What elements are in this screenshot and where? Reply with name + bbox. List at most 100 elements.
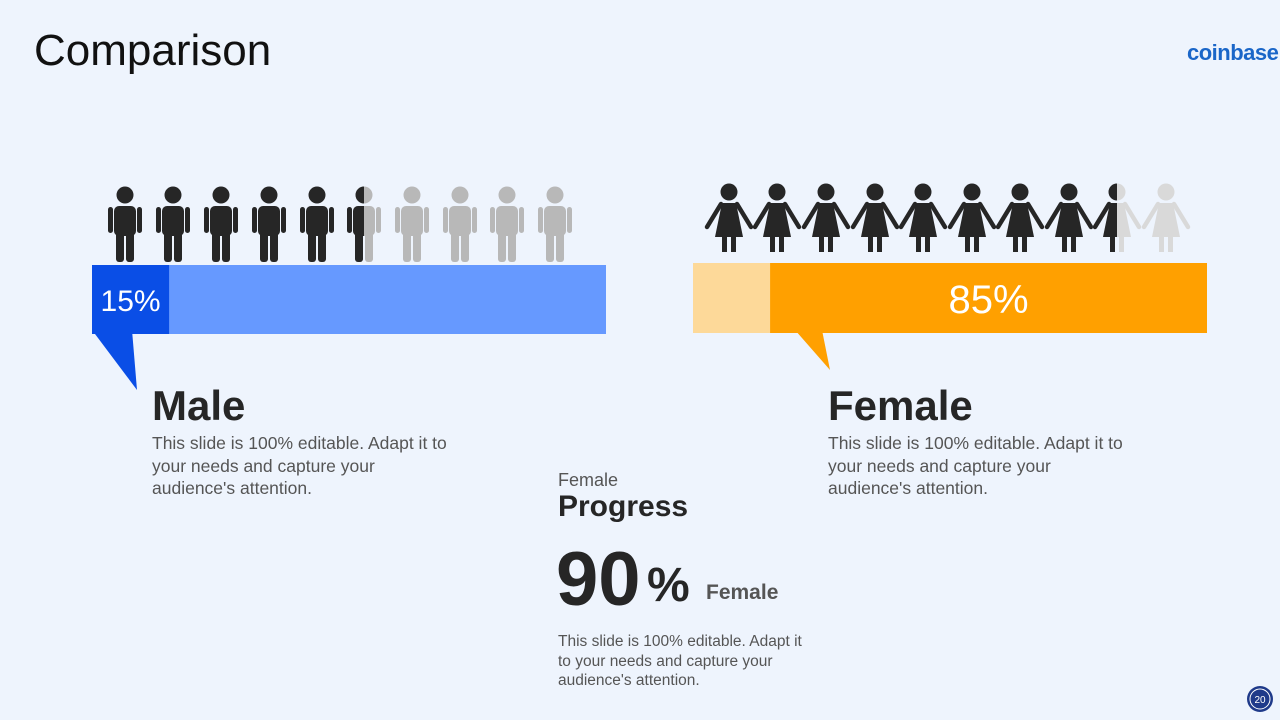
icon-arm: [704, 201, 724, 230]
icon-leg: [828, 235, 833, 252]
icon-arm: [281, 207, 286, 233]
icon-head: [212, 186, 230, 204]
icon-leg: [413, 232, 421, 262]
person-icon: [947, 183, 997, 252]
icon-arm: [424, 207, 429, 233]
icon-head: [260, 186, 278, 204]
progress-text: This slide is 100% editable. Adapt it to…: [558, 633, 802, 689]
icon-body: [401, 206, 423, 236]
icon-head: [817, 183, 835, 201]
icon-body: [544, 206, 566, 236]
icon-arm: [782, 201, 802, 230]
icon-arm: [376, 207, 381, 233]
icon-leg: [1110, 235, 1115, 252]
person-icon: [443, 186, 477, 262]
icon-leg: [126, 232, 134, 262]
progress-label: Female: [706, 581, 779, 604]
icon-head: [768, 183, 786, 201]
icon-arm: [156, 207, 161, 233]
icon-arm: [204, 207, 209, 233]
icon-arm: [137, 207, 142, 233]
icon-leg: [974, 235, 979, 252]
icon-arm: [252, 207, 257, 233]
icon-arm: [108, 207, 113, 233]
icon-arm: [1141, 201, 1161, 230]
panel-text: This slide is 100% editable. Adapt it to…: [828, 433, 1123, 498]
icon-leg: [546, 232, 554, 262]
icon-body: [258, 206, 280, 236]
icon-leg: [451, 232, 459, 262]
icon-arm: [947, 201, 967, 230]
icon-arm: [995, 201, 1015, 230]
bar: [770, 263, 1207, 333]
icon-arm: [898, 201, 918, 230]
person-icon: [1044, 183, 1094, 252]
icon-leg: [498, 232, 506, 262]
icon-body: [162, 206, 184, 236]
icon-head: [308, 186, 326, 204]
panel-title: Female: [828, 382, 973, 429]
icon-head: [451, 186, 469, 204]
icon-arm: [1044, 201, 1064, 230]
icon-arm: [977, 201, 997, 230]
icon-arm: [490, 207, 495, 233]
person-icon: [850, 183, 900, 252]
icon-dress: [1152, 203, 1180, 237]
progress-title: Progress: [558, 490, 689, 523]
icon-arm: [880, 201, 900, 230]
icon-leg: [877, 235, 882, 252]
icon-dress: [1006, 203, 1034, 237]
icon-leg: [731, 235, 736, 252]
icon-head: [1060, 183, 1078, 201]
icon-leg: [1071, 235, 1076, 252]
icon-leg: [403, 232, 411, 262]
icon-body: [114, 206, 136, 236]
icon-arm: [300, 207, 305, 233]
icon-leg: [779, 235, 784, 252]
person-icon: [108, 186, 142, 262]
icon-leg: [925, 235, 930, 252]
icon-leg: [1062, 235, 1067, 252]
icon-leg: [965, 235, 970, 252]
icon-leg: [164, 232, 172, 262]
person-icon: [704, 183, 754, 252]
icon-leg: [1159, 235, 1164, 252]
icon-body: [496, 206, 518, 236]
person-icon: [204, 186, 238, 262]
icon-leg: [365, 232, 373, 262]
icon-arm: [395, 207, 400, 233]
icon-dress: [812, 203, 840, 237]
icon-head: [963, 183, 981, 201]
icon-head: [1011, 183, 1029, 201]
page-badge-ring: [1249, 688, 1271, 710]
icon-leg: [868, 235, 873, 252]
icon-arm: [734, 201, 754, 230]
brand-logo: coinbase: [1187, 40, 1279, 65]
icon-arm: [850, 201, 870, 230]
page-number: 20: [1254, 695, 1266, 706]
icon-leg: [461, 232, 469, 262]
progress-unit: %: [647, 559, 690, 612]
person-icon: [752, 183, 802, 252]
person-icon: [252, 186, 286, 262]
icon-arm: [329, 207, 334, 233]
icon-arm: [831, 201, 851, 230]
icon-leg: [308, 232, 316, 262]
icon-dress: [1055, 203, 1083, 237]
person-icon-fill: [347, 186, 364, 262]
person-icon: [156, 186, 190, 262]
icon-leg: [116, 232, 124, 262]
icon-arm: [347, 207, 352, 233]
progress-kicker: Female: [558, 470, 619, 490]
icon-head: [1157, 183, 1175, 201]
panel-title: Male: [152, 382, 246, 429]
icon-head: [546, 186, 564, 204]
person-icon: [801, 183, 851, 252]
icon-dress: [958, 203, 986, 237]
person-icon-fill: [1092, 183, 1117, 252]
icon-leg: [722, 235, 727, 252]
icon-leg: [174, 232, 182, 262]
bar-label: 15%: [101, 285, 161, 318]
icon-head: [1108, 183, 1117, 201]
